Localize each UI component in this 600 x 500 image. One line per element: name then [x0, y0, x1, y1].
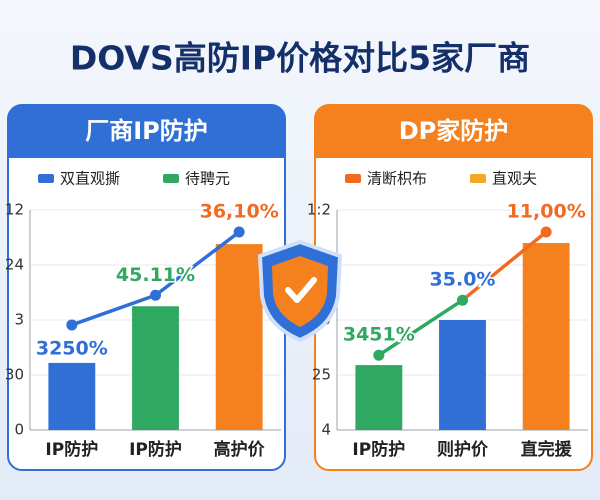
y-tick-label: 12 — [5, 201, 24, 219]
bar — [48, 362, 96, 430]
y-tick-label: 30 — [5, 366, 24, 384]
x-tick-label: IP防护 — [129, 439, 182, 460]
y-tick-label: 4 — [321, 421, 331, 439]
y-tick-label: 0 — [14, 421, 24, 439]
legend-swatch — [163, 174, 179, 183]
bar — [439, 320, 486, 430]
legend-swatch — [345, 174, 361, 183]
y-tick-label: 1:2 — [307, 201, 331, 219]
line-point — [233, 226, 245, 238]
line-segment — [461, 230, 548, 302]
bar — [132, 306, 179, 430]
data-label: 3250% — [36, 337, 108, 359]
y-tick-label: 25 — [312, 366, 331, 384]
page-title: DOVS高防IP价格对比5家厂商 — [70, 39, 530, 78]
legend-label: 直观夫 — [492, 170, 537, 188]
line-point — [373, 349, 385, 361]
legend-swatch — [470, 174, 486, 183]
bar — [215, 244, 263, 430]
line-point — [66, 319, 78, 331]
line-point — [150, 289, 161, 301]
panel-header — [8, 105, 285, 158]
x-tick-label: 高护价 — [214, 439, 266, 460]
panel-title: 厂商IP防护 — [85, 117, 208, 145]
legend-swatch — [38, 174, 54, 183]
legend-label: 双直观撕 — [60, 170, 120, 188]
line-segment — [377, 298, 464, 357]
shield — [257, 239, 343, 343]
y-tick-label: 24 — [5, 256, 24, 274]
data-label: 3451% — [343, 324, 415, 346]
bar — [522, 243, 570, 430]
panel-header — [315, 105, 592, 158]
line-point — [457, 294, 468, 306]
bar — [355, 365, 403, 430]
y-tick-label: 3 — [14, 311, 24, 329]
data-label: 35.0% — [430, 269, 496, 291]
legend-label: 清断枳布 — [367, 170, 427, 188]
x-tick-label: 则护价 — [437, 439, 489, 460]
x-tick-label: 直完援 — [521, 439, 573, 460]
data-label: 11,00% — [507, 201, 586, 223]
data-label: 45.11% — [116, 264, 195, 286]
x-tick-label: IP防护 — [352, 439, 405, 460]
panel-title: DP家防护 — [399, 117, 509, 145]
line-point — [540, 226, 552, 238]
x-tick-label: IP防护 — [45, 439, 98, 460]
legend-label: 待聘元 — [185, 170, 230, 188]
data-label: 36,10% — [200, 201, 279, 223]
